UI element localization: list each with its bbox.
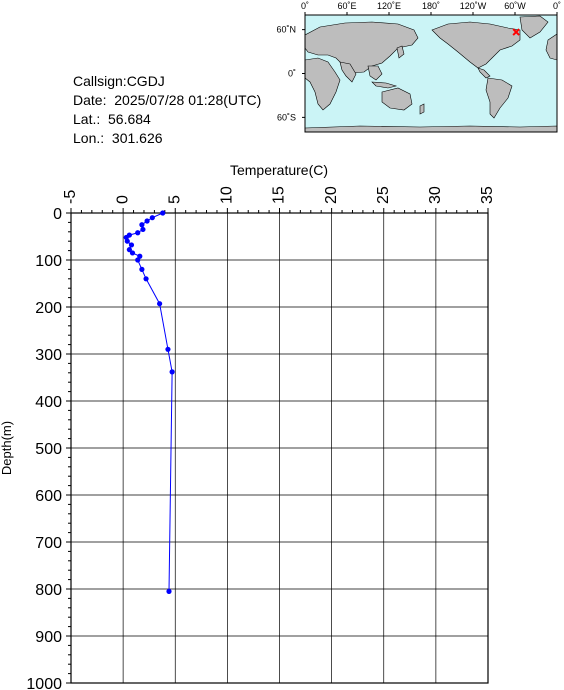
land-indonesia: [371, 81, 398, 89]
map-lon-label: 0˚: [301, 1, 309, 11]
y-axis-label: Depth(m): [0, 421, 14, 475]
y-tick-labels: 0 100 200 300 400 500 600 700 800 900 1000: [26, 206, 62, 690]
longitude-text: Lon.: 301.626: [73, 130, 163, 146]
data-point: [149, 215, 155, 221]
y-tick-label: 800: [35, 582, 62, 599]
land-newzealand: [419, 103, 425, 115]
map-lon-label: 180˚: [422, 1, 440, 11]
x-tick-label: 35: [479, 186, 496, 204]
land-japan: [396, 45, 405, 59]
land-africa: [305, 57, 341, 111]
y-tick-label: 200: [35, 300, 62, 317]
station-marker-stroke: [512, 28, 520, 36]
x-tick-label: 25: [375, 186, 392, 204]
map-lat-label: 60˚S: [277, 112, 296, 122]
date-text: Date: 2025/07/28 01:28(UTC): [73, 92, 262, 108]
data-point: [143, 276, 149, 282]
data-point: [129, 250, 136, 256]
map-lon-label: 60˚W: [504, 1, 526, 11]
data-point: [166, 588, 172, 594]
map-lon-label: 60˚E: [337, 1, 356, 11]
map-lat-label: 60˚N: [276, 25, 296, 35]
x-tick-label: 15: [271, 186, 288, 204]
land-australia: [381, 87, 413, 111]
x-axis-label: Temperature(C): [230, 162, 328, 178]
land-south-america: [485, 77, 513, 119]
x-tick-label: 5: [166, 195, 183, 204]
y-tick-label: 900: [35, 629, 62, 646]
data-point: [165, 346, 171, 352]
map-latitude-labels: 60˚N 0˚ 60˚S: [276, 25, 296, 123]
y-tick-label: 600: [35, 488, 62, 505]
x-tick-label: -5: [62, 190, 79, 204]
data-point: [135, 257, 141, 263]
map-longitude-labels: 0˚ 60˚E 120˚E 180˚ 120˚W 60˚W 0˚: [301, 1, 561, 11]
x-tick-label: 0: [114, 195, 131, 204]
map-lon-label: 0˚: [553, 1, 561, 11]
chart-axes: [66, 208, 489, 684]
map-lon-label: 120˚W: [460, 1, 487, 11]
land-greenland: [519, 15, 549, 39]
y-tick-label: 100: [35, 253, 62, 270]
y-tick-label: 1000: [26, 676, 62, 690]
x-tick-labels: -5 0 5 10 15 20 25 30 35: [62, 186, 496, 204]
x-tick-label: 10: [219, 186, 236, 204]
map-ticks: [302, 12, 558, 118]
y-tick-label: 700: [35, 535, 62, 552]
land-central-america: [477, 67, 491, 79]
data-point: [135, 230, 141, 236]
x-tick-label: 20: [323, 186, 340, 204]
profile-line: [125, 212, 173, 592]
data-point: [140, 226, 146, 233]
world-map: 0˚ 60˚E 120˚E 180˚ 120˚W 60˚W 0˚ 60˚N 0˚ 60˚S: [276, 1, 561, 133]
y-tick-label: 400: [35, 394, 62, 411]
callsign-text: Callsign:CGDJ: [73, 73, 165, 89]
chart-grid: [70, 212, 489, 684]
y-tick-label: 300: [35, 347, 62, 364]
land-north-america: [431, 21, 521, 69]
land-europe-east: [545, 33, 557, 61]
data-point: [139, 222, 145, 228]
land-eurasia: [305, 21, 419, 74]
data-series: [123, 210, 175, 594]
land-antarctica: [305, 125, 557, 132]
land-seasia: [367, 65, 383, 81]
data-point: [139, 266, 145, 272]
map-lon-label: 120˚E: [377, 1, 401, 11]
data-point: [160, 210, 166, 216]
x-tick-label: 30: [427, 186, 444, 204]
data-point: [157, 301, 163, 307]
station-info: Callsign:CGDJ Date: 2025/07/28 01:28(UTC…: [73, 72, 261, 148]
map-lat-label: 0˚: [288, 69, 296, 79]
data-point: [144, 218, 150, 224]
data-point: [169, 369, 175, 375]
map-land: [305, 15, 557, 132]
y-tick-label: 500: [35, 441, 62, 458]
land-india: [339, 61, 357, 83]
latitude-text: Lat.: 56.684: [73, 111, 151, 127]
data-point: [128, 242, 135, 248]
y-tick-label: 0: [53, 206, 62, 223]
data-point: [126, 247, 132, 253]
data-point: [124, 238, 130, 244]
station-marker: [512, 28, 520, 36]
